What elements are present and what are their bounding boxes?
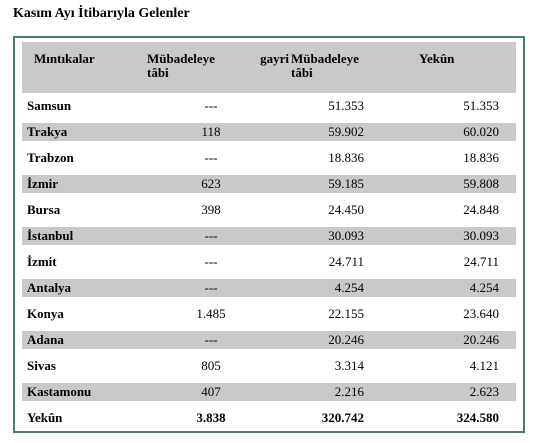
cell-exchange-exempt: 805	[201, 358, 221, 373]
cell-exchange-exempt: ---	[204, 98, 218, 113]
cell-region: Trabzon	[27, 150, 74, 165]
table-row: İzmir 623 59.185 59.808	[22, 175, 516, 193]
header-exchange-exempt-line1b: gayri	[260, 51, 289, 66]
cell-region: Sivas	[27, 358, 56, 373]
cell-exchange-subject: 4.254	[334, 280, 364, 295]
cell-exchange-exempt: 623	[201, 176, 221, 191]
cell-total: 24.711	[463, 254, 499, 269]
cell-exchange-subject: 59.902	[328, 124, 364, 139]
table-row: Kastamonu 407 2.216 2.623	[22, 383, 516, 401]
cell-total: 324.580	[456, 410, 499, 425]
header-exchange-exempt-line2: tâbi	[147, 65, 169, 80]
cell-region: Konya	[27, 306, 64, 321]
table-row: Trakya 118 59.902 60.020	[22, 123, 516, 141]
cell-exchange-subject: 18.836	[328, 150, 364, 165]
cell-exchange-subject: 30.093	[328, 228, 364, 243]
cell-exchange-subject: 24.711	[328, 254, 364, 269]
cell-exchange-subject: 22.155	[328, 306, 364, 321]
cell-exchange-exempt: 407	[201, 384, 221, 399]
cell-total: 23.640	[463, 306, 499, 321]
cell-region: İzmit	[27, 254, 57, 269]
cell-exchange-exempt: 118	[201, 124, 221, 139]
arrivals-table: Mıntıkalar Mübadeleye gayri tâbi Mübadel…	[13, 36, 525, 433]
table-row: Sivas 805 3.314 4.121	[22, 357, 516, 375]
header-exchange-subject: Mübadeleye tâbi	[291, 52, 391, 80]
cell-region: İstanbul	[27, 228, 74, 243]
table-row: Adana --- 20.246 20.246	[22, 331, 516, 349]
cell-region: Antalya	[27, 280, 72, 295]
cell-total: 4.254	[469, 280, 499, 295]
cell-exchange-subject: 320.742	[321, 410, 364, 425]
cell-total: 60.020	[463, 124, 499, 139]
cell-exchange-subject: 20.246	[328, 332, 364, 347]
table-caption: Kasım Ayı İtibarıyla Gelenler	[13, 6, 190, 21]
header-exchange-subject-line2: tâbi	[291, 65, 313, 80]
header-exchange-subject-line1: Mübadeleye	[291, 51, 359, 66]
cell-region: Kastamonu	[27, 384, 92, 399]
table-row: Samsun --- 51.353 51.353	[22, 97, 516, 115]
cell-exchange-exempt: 3.838	[196, 410, 226, 425]
cell-exchange-subject: 24.450	[328, 202, 364, 217]
cell-total: 51.353	[463, 98, 499, 113]
cell-total: 2.623	[469, 384, 499, 399]
table-header: Mıntıkalar Mübadeleye gayri tâbi Mübadel…	[22, 42, 516, 93]
table-row: Trabzon --- 18.836 18.836	[22, 149, 516, 167]
cell-exchange-exempt: ---	[204, 150, 218, 165]
cell-region: Samsun	[27, 98, 72, 113]
table-row: Konya 1.485 22.155 23.640	[22, 305, 516, 323]
header-exchange-exempt: Mübadeleye gayri tâbi	[147, 52, 289, 80]
cell-total: 30.093	[463, 228, 499, 243]
header-total: Yekûn	[419, 51, 455, 66]
header-region: Mıntıkalar	[34, 51, 95, 66]
cell-exchange-exempt: ---	[204, 254, 218, 269]
cell-region: Adana	[27, 332, 64, 347]
header-exchange-exempt-line1a: Mübadeleye	[147, 51, 215, 66]
cell-total: 24.848	[463, 202, 499, 217]
cell-exchange-subject: 2.216	[334, 384, 364, 399]
cell-total: 59.808	[463, 176, 499, 191]
cell-region: Trakya	[27, 124, 68, 139]
table-row: İzmit --- 24.711 24.711	[22, 253, 516, 271]
cell-total: 20.246	[463, 332, 499, 347]
cell-exchange-exempt: ---	[204, 280, 218, 295]
cell-region: Yekûn	[27, 410, 63, 425]
cell-exchange-subject: 51.353	[328, 98, 364, 113]
table-total-row: Yekûn 3.838 320.742 324.580	[22, 409, 516, 427]
cell-exchange-exempt: 398	[201, 202, 221, 217]
cell-total: 18.836	[463, 150, 499, 165]
cell-region: Bursa	[27, 202, 61, 217]
cell-total: 4.121	[469, 358, 499, 373]
cell-exchange-exempt: 1.485	[196, 306, 226, 321]
table-row: Antalya --- 4.254 4.254	[22, 279, 516, 297]
cell-exchange-subject: 3.314	[334, 358, 364, 373]
cell-exchange-exempt: ---	[204, 332, 218, 347]
cell-region: İzmir	[27, 176, 59, 191]
table-row: Bursa 398 24.450 24.848	[22, 201, 516, 219]
table-row: İstanbul --- 30.093 30.093	[22, 227, 516, 245]
cell-exchange-exempt: ---	[204, 228, 218, 243]
cell-exchange-subject: 59.185	[328, 176, 364, 191]
